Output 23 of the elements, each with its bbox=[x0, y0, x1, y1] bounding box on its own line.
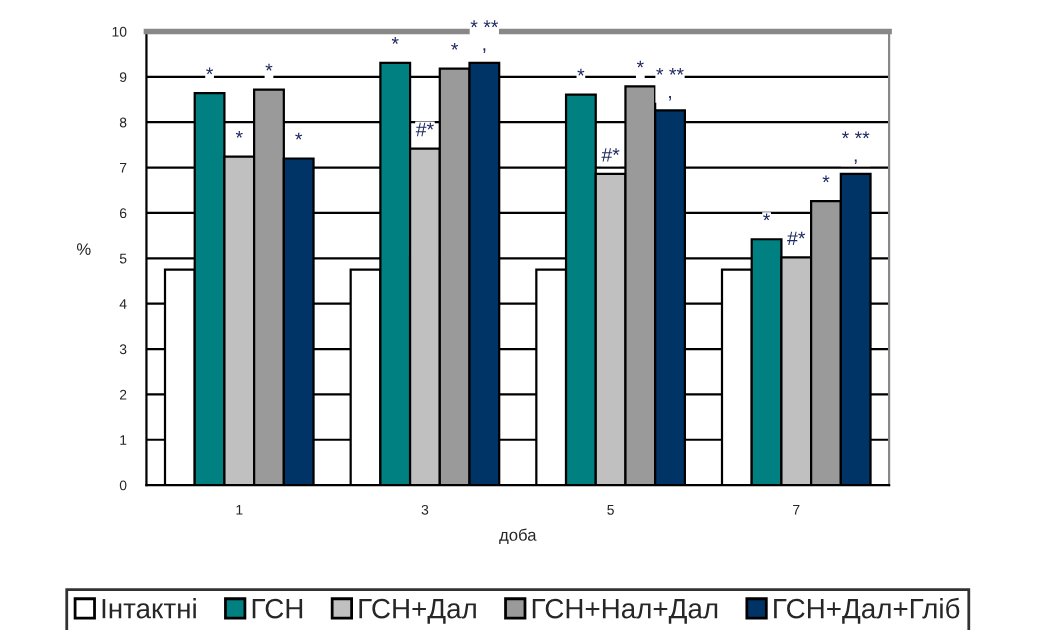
data-label: * bbox=[295, 132, 303, 140]
data-label: * ** , bbox=[841, 131, 870, 165]
data-label: * bbox=[577, 68, 585, 76]
data-label: #* bbox=[601, 148, 620, 162]
data-label: * bbox=[451, 42, 459, 50]
data-label: #* bbox=[787, 231, 806, 246]
legend-label: ГСН+Нал+Дал bbox=[532, 598, 718, 624]
legend-label: ГСН bbox=[252, 598, 303, 619]
legend-label: ГСН+Дал+Гліб bbox=[774, 597, 960, 624]
data-label: * bbox=[636, 60, 644, 68]
data-label: * bbox=[235, 130, 243, 138]
data-label: #* bbox=[415, 122, 434, 137]
data-label: * bbox=[265, 63, 273, 71]
x-axis-title: доба bbox=[499, 528, 537, 545]
data-label: * ** , bbox=[656, 67, 684, 101]
legend-label: Інтактні bbox=[102, 598, 196, 619]
data-label: * ** , bbox=[470, 20, 499, 53]
data-label: * bbox=[391, 37, 399, 44]
data-label: * bbox=[763, 213, 771, 221]
legend-label: ГСН+Дал bbox=[359, 598, 476, 624]
data-label: * bbox=[206, 67, 214, 75]
y-axis-title: % bbox=[76, 243, 91, 255]
data-label: * bbox=[822, 175, 830, 183]
